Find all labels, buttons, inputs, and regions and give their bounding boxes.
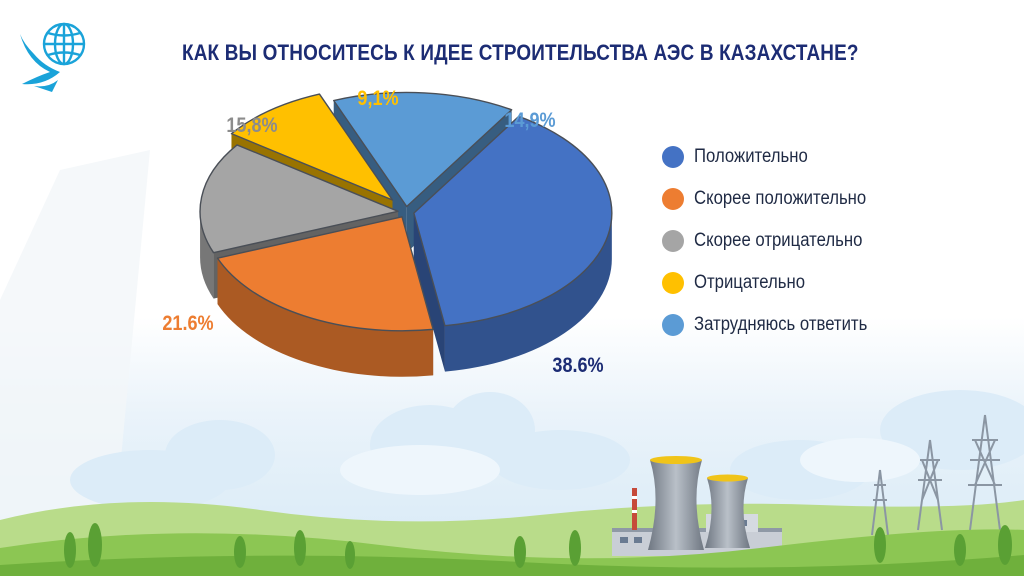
legend-label: Положительно	[694, 146, 808, 167]
legend-item: Затрудняюсь ответить	[662, 304, 992, 346]
legend-swatch-icon	[662, 272, 684, 294]
pie-slice-0	[413, 115, 613, 372]
chart-title: КАК ВЫ ОТНОСИТЕСЬ К ИДЕЕ СТРОИТЕЛЬСТВА А…	[182, 40, 859, 65]
pie-slice-1	[216, 216, 434, 377]
legend-swatch-icon	[662, 314, 684, 336]
data-label-4: 14,9%	[504, 109, 555, 133]
legend-swatch-icon	[662, 230, 684, 252]
legend-item: Отрицательно	[662, 262, 992, 304]
data-label-3: 9,1%	[357, 87, 398, 111]
legend-label: Отрицательно	[694, 272, 806, 293]
globe-bird-logo-icon	[20, 22, 86, 92]
legend-item: Положительно	[662, 136, 992, 178]
legend-item: Скорее отрицательно	[662, 220, 992, 262]
data-label-1: 21.6%	[162, 312, 213, 336]
legend-swatch-icon	[662, 146, 684, 168]
chart-legend: Положительно Скорее положительно Скорее от…	[662, 136, 992, 346]
data-label-0: 38.6%	[552, 354, 603, 378]
power-pylons	[871, 414, 1002, 536]
legend-swatch-icon	[662, 188, 684, 210]
power-plant-illustration	[612, 456, 782, 556]
data-label-2: 15,8%	[226, 114, 277, 138]
legend-label: Затрудняюсь ответить	[694, 314, 868, 335]
legend-item: Скорее положительно	[662, 178, 992, 220]
legend-label: Скорее отрицательно	[694, 230, 863, 251]
legend-label: Скорее положительно	[694, 188, 867, 209]
